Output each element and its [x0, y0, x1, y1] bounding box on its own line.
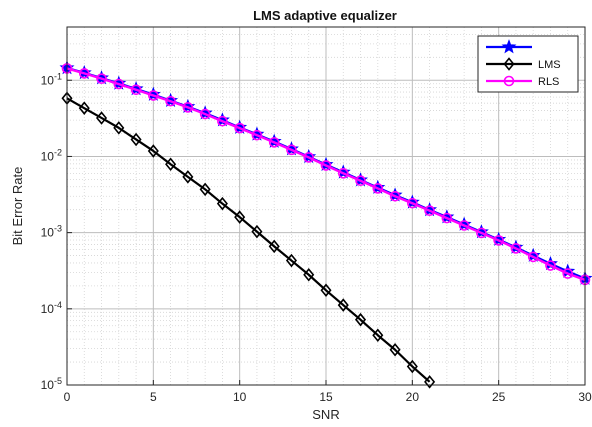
data-point — [251, 129, 263, 141]
data-point — [527, 251, 539, 263]
data-point — [458, 220, 470, 231]
data-point — [165, 95, 176, 107]
data-point — [303, 152, 315, 163]
data-point — [268, 239, 280, 254]
data-point — [78, 68, 90, 79]
data-point — [147, 144, 159, 158]
x-tick-label: 5 — [150, 390, 157, 404]
data-point — [337, 298, 349, 312]
series-line — [66, 97, 431, 383]
data-point — [303, 267, 315, 282]
data-point — [113, 78, 125, 90]
data-point — [234, 210, 246, 224]
y-axis-label: Bit Error Rate — [10, 167, 25, 246]
data-point — [165, 157, 177, 172]
data-point — [78, 101, 90, 115]
data-point — [216, 196, 228, 211]
data-point — [407, 197, 418, 209]
data-point — [493, 235, 504, 246]
data-point — [130, 132, 142, 147]
data-point — [234, 122, 245, 134]
data-point — [148, 90, 159, 101]
legend-label: LMS — [538, 59, 561, 71]
data-point — [285, 253, 298, 268]
legend-marker — [501, 39, 517, 54]
data-point — [441, 212, 453, 224]
tick-labels: 0 5 10 15 20 25 30 10-5 10-4 10-3 10-2 10-1 — [41, 71, 592, 404]
legend-marker — [503, 57, 515, 71]
legend-marker — [503, 75, 515, 87]
x-tick-label: 25 — [492, 390, 506, 404]
data-point — [199, 182, 211, 197]
y-tick-label: 10-3 — [41, 224, 62, 240]
y-tick-label: 10-2 — [41, 147, 62, 163]
data-point — [111, 75, 127, 90]
data-point — [94, 70, 109, 85]
data-point — [476, 227, 487, 239]
data-point — [217, 115, 228, 127]
legend-label: RLS — [538, 76, 559, 88]
data-point — [424, 375, 436, 389]
data-point — [424, 205, 435, 216]
data-point — [130, 84, 142, 96]
data-point — [286, 144, 297, 156]
x-axis-label: SNR — [312, 407, 339, 422]
legend: LMS RLS — [477, 35, 579, 93]
data-point — [96, 73, 107, 84]
data-point — [128, 81, 144, 96]
data-point — [113, 121, 125, 135]
x-tick-label: 15 — [319, 390, 333, 404]
data-point — [182, 102, 194, 113]
data-point — [389, 343, 401, 357]
data-point — [372, 328, 384, 342]
x-tick-label: 20 — [406, 390, 420, 404]
data-point — [510, 243, 522, 254]
x-tick-label: 0 — [64, 390, 71, 404]
data-point — [182, 170, 194, 184]
data-point — [389, 190, 401, 202]
x-tick-label: 30 — [578, 390, 592, 404]
chart-title: LMS adaptive equalizer — [253, 8, 397, 23]
data-point — [268, 137, 280, 148]
data-point — [251, 224, 263, 239]
data-point — [145, 86, 161, 101]
data-point — [354, 312, 367, 327]
data-point — [199, 108, 211, 120]
y-tick-label: 10-4 — [41, 300, 62, 316]
y-tick-label: 10-5 — [41, 376, 62, 392]
y-tick-label: 10-1 — [41, 71, 62, 87]
data-point — [337, 168, 349, 179]
series-diamond — [61, 91, 436, 389]
data-point — [320, 283, 332, 298]
data-point — [545, 260, 556, 271]
data-point — [95, 111, 108, 125]
series-line — [66, 67, 586, 281]
x-tick-label: 10 — [233, 390, 247, 404]
data-point — [355, 175, 366, 187]
series-layer — [59, 60, 592, 389]
data-point — [406, 359, 418, 374]
data-point — [372, 183, 384, 194]
data-point — [320, 160, 332, 171]
series-circle — [61, 63, 591, 286]
data-point — [562, 268, 574, 279]
